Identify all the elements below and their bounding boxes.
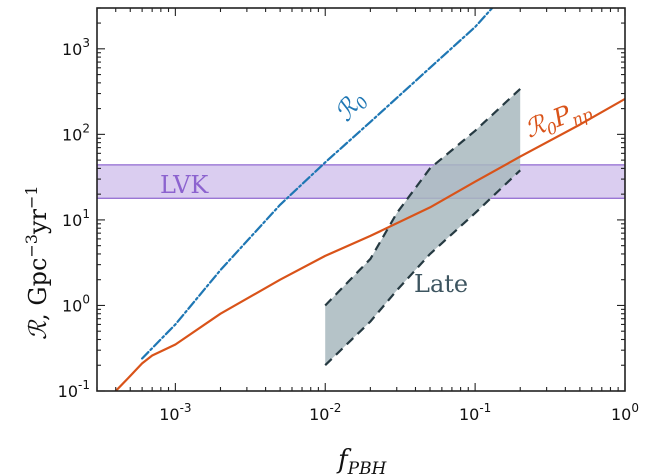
x-tick-base: 10 bbox=[159, 405, 179, 424]
y-tick-label: 101 bbox=[62, 207, 90, 230]
region-late-upper-edge bbox=[324, 88, 521, 307]
y-tick-exponent: 1 bbox=[82, 207, 90, 221]
label-late: Late bbox=[414, 270, 468, 298]
plot-background bbox=[97, 8, 625, 391]
x-tick-exponent: -2 bbox=[329, 401, 341, 415]
y-tick-base: 10 bbox=[62, 40, 82, 59]
x-tick-base: 10 bbox=[611, 405, 631, 424]
y-tick-label: 100 bbox=[62, 292, 90, 315]
y-tick-base: 10 bbox=[62, 125, 82, 144]
y-axis-label: ℛ, Gpc−3yr−1 bbox=[22, 185, 52, 340]
label-lvk: LVK bbox=[160, 171, 209, 199]
x-tick-label: 10-2 bbox=[309, 401, 341, 424]
x-tick-exponent: -3 bbox=[180, 401, 192, 415]
region-late-lower-edge bbox=[324, 169, 521, 366]
y-tick-exponent: 0 bbox=[82, 292, 90, 306]
y-tick-label: 10-1 bbox=[58, 378, 90, 401]
x-axis-label: fPBH bbox=[336, 445, 388, 474]
series-line-r0pnp bbox=[114, 97, 625, 391]
x-tick-label: 10-1 bbox=[459, 401, 491, 424]
y-tick-exponent: 2 bbox=[82, 121, 90, 135]
y-tick-label: 103 bbox=[62, 36, 90, 59]
series-line-r0 bbox=[141, 8, 494, 360]
y-tick-base: 10 bbox=[62, 211, 82, 230]
y-tick-label: 102 bbox=[62, 121, 90, 144]
x-tick-base: 10 bbox=[309, 405, 329, 424]
x-tick-exponent: 0 bbox=[631, 401, 639, 415]
x-tick-exponent: -1 bbox=[479, 401, 491, 415]
y-tick-exponent: -1 bbox=[78, 378, 90, 392]
y-tick-base: 10 bbox=[58, 382, 78, 401]
region-late-fill bbox=[325, 88, 521, 366]
band-lvk bbox=[97, 164, 625, 199]
plot-frame bbox=[96, 7, 626, 392]
x-tick-base: 10 bbox=[459, 405, 479, 424]
y-tick-exponent: 3 bbox=[82, 36, 90, 50]
x-tick-label: 100 bbox=[611, 401, 639, 424]
y-tick-base: 10 bbox=[62, 296, 82, 315]
x-tick-label: 10-3 bbox=[159, 401, 191, 424]
